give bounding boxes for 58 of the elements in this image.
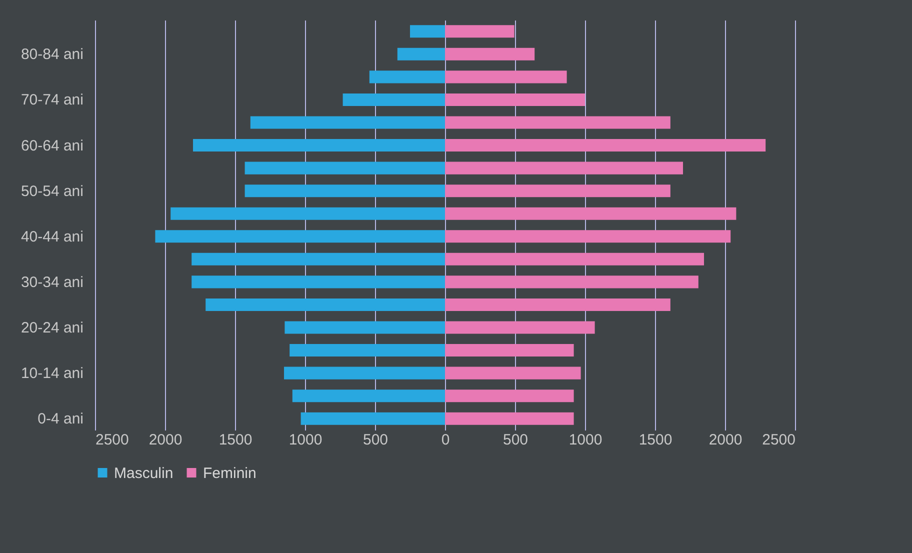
bar — [170, 207, 445, 220]
bar — [290, 344, 445, 357]
bar — [445, 139, 766, 152]
bar — [244, 184, 445, 198]
bar — [445, 366, 581, 380]
bar — [397, 48, 445, 60]
x-tick-label: 0 — [441, 432, 450, 448]
bar — [300, 412, 445, 425]
bar — [445, 390, 574, 402]
y-tick-label: 20-24 ani — [20, 320, 84, 336]
y-tick-label: 40-44 ani — [20, 228, 84, 246]
bar — [445, 321, 595, 334]
bar — [445, 48, 535, 60]
bar — [369, 70, 445, 84]
bar — [445, 184, 670, 198]
bar — [445, 116, 670, 129]
bar — [445, 276, 698, 288]
x-tick-label: 1500 — [638, 432, 672, 448]
bar — [284, 366, 445, 380]
bar — [445, 412, 574, 425]
bar — [155, 230, 445, 243]
bar — [244, 162, 445, 174]
bar — [445, 230, 731, 243]
y-tick-label: 50-54 ani — [20, 182, 84, 200]
x-tick-label: 2500 — [96, 432, 129, 448]
bar — [292, 390, 445, 402]
x-tick-label: 2500 — [762, 432, 796, 448]
bar — [193, 139, 445, 152]
legend-label: Feminin — [203, 464, 256, 482]
y-tick-label: 80-84 ani — [20, 46, 84, 64]
bar — [445, 70, 567, 84]
x-tick-label: 2000 — [148, 432, 182, 448]
y-tick-label: 10-14 ani — [20, 365, 84, 382]
bar — [445, 93, 585, 106]
y-tick-label: 70-74 ani — [20, 92, 84, 109]
x-tick-label: 2000 — [708, 432, 742, 448]
bar — [445, 25, 514, 38]
y-tick-label: 60-64 ani — [20, 137, 84, 154]
y-tick-label: 0-4 ani — [38, 410, 84, 428]
bar — [206, 298, 445, 311]
bar — [342, 93, 445, 106]
bar — [410, 25, 445, 38]
legend-label: Masculin — [114, 464, 174, 482]
x-tick-label: 500 — [502, 432, 528, 448]
y-tick-label: 30-34 ani — [20, 274, 84, 291]
x-tick-label: 1500 — [218, 432, 252, 448]
x-tick-label: 1000 — [288, 432, 322, 448]
bar — [445, 252, 704, 266]
x-tick-label: 500 — [362, 432, 388, 448]
bar — [445, 162, 683, 174]
x-tick-label: 1000 — [568, 432, 602, 448]
bar — [445, 344, 574, 357]
bar — [445, 207, 736, 220]
bar — [284, 321, 445, 334]
bar — [192, 276, 445, 288]
bar — [250, 116, 445, 129]
bar — [445, 298, 670, 311]
bar — [192, 252, 445, 266]
